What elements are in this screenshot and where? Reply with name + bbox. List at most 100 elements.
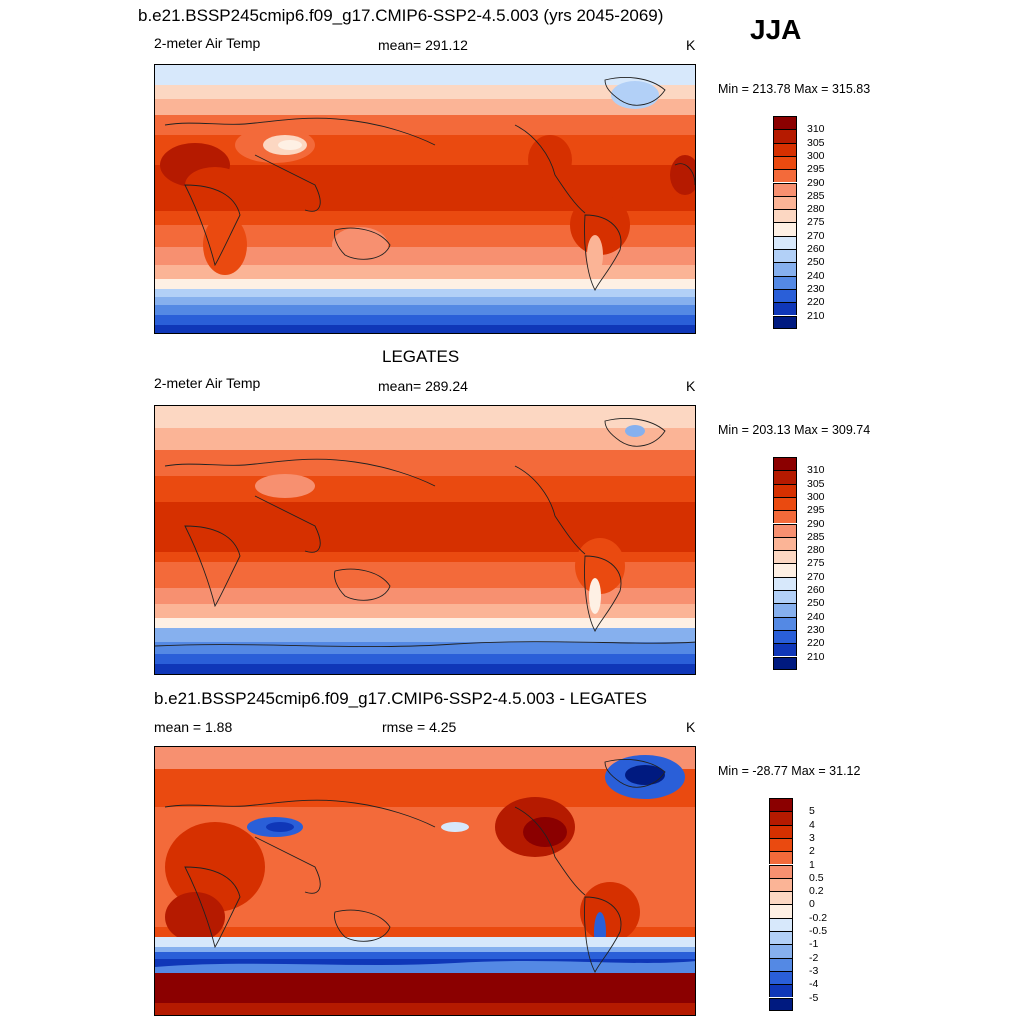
colorbar-tick-label: 5 [809,805,815,818]
colorbar-tick-label: 230 [807,623,825,636]
colorbar-swatch [773,603,797,617]
colorbar-swatch [773,470,797,484]
colorbar-swatch [773,510,797,524]
colorbar-tick-label: 290 [807,517,825,530]
colorbar-swatch [769,811,793,825]
colorbar-tick-label: 2 [809,845,815,858]
colorbar-tick-label: 240 [807,610,825,623]
colorbar-tick-label: 300 [807,490,825,503]
obs-temperature-map [154,405,696,675]
colorbar-swatch [769,904,793,918]
colorbar-swatch [773,182,797,196]
colorbar-swatch [769,997,793,1011]
colorbar-tick-label: -1 [809,938,819,951]
colorbar-swatch [773,116,797,130]
colorbar-swatch [773,315,797,329]
colorbar-swatch [769,798,793,812]
colorbar-tick-label: 0.2 [809,885,824,898]
obs-units-label: K [686,378,696,394]
model-variable-label: 2-meter Air Temp [154,35,261,51]
colorbar-swatch [773,629,797,644]
colorbar-swatch [769,957,793,971]
colorbar-swatch [773,616,797,630]
colorbar-swatch [773,457,797,471]
colorbar-swatch [773,142,797,156]
colorbar-swatch [773,129,797,143]
colorbar-tick-label: 310 [807,464,825,477]
diff-rmse-label: rmse = 4.25 [382,719,457,735]
colorbar-swatch [773,550,797,564]
colorbar-tick-label: 295 [807,163,825,176]
colorbar-swatch [773,483,797,497]
colorbar-swatch [773,222,797,236]
colorbar-tick-label: 220 [807,637,825,650]
colorbar-tick-label: 0 [809,898,815,911]
diff-temperature-map [154,746,696,1016]
colorbar-swatch [773,249,797,263]
colorbar-tick-label: 3 [809,831,815,844]
colorbar-swatch [769,851,793,865]
colorbar-tick-label: 300 [807,149,825,162]
colorbar-swatch [773,209,797,223]
colorbar-tick-label: 250 [807,256,825,269]
obs-minmax-label: Min = 203.13 Max = 309.74 [718,423,871,437]
obs-mean-label: mean= 289.24 [378,378,468,394]
colorbar-swatch [769,877,793,892]
diff-units-label: K [686,719,696,735]
model-units-label: K [686,37,696,53]
colorbar-swatch [773,169,797,183]
colorbar-swatch [773,195,797,210]
colorbar-tick-label: 295 [807,504,825,517]
colorbar-swatch [773,275,797,289]
colorbar-tick-label: 305 [807,136,825,149]
colorbar-swatch [773,523,797,537]
colorbar-tick-label: 260 [807,584,825,596]
colorbar-tick-label: 210 [807,309,825,322]
colorbar-tick-label: 0.5 [809,871,824,884]
colorbar-swatch [773,302,797,316]
colorbar-tick-label: 4 [809,818,815,831]
colorbar-swatch [773,262,797,276]
colorbar-tick-label: 275 [807,557,825,570]
colorbar-tick-label: 260 [807,243,825,255]
colorbar-swatch [773,235,797,249]
colorbar-swatch [773,536,797,551]
colorbar-tick-label: 285 [807,189,825,202]
colorbar-swatch [769,837,793,852]
colorbar-swatch [773,590,797,604]
colorbar-tick-label: 285 [807,530,825,543]
colorbar-tick-label: 240 [807,269,825,282]
colorbar-tick-label: 305 [807,477,825,490]
colorbar-tick-label: 280 [807,203,825,216]
model-minmax-label: Min = 213.78 Max = 315.83 [718,82,871,96]
colorbar-swatch [769,891,793,905]
colorbar-swatch [769,931,793,945]
model-mean-label: mean= 291.12 [378,37,468,53]
colorbar-tick-label: 270 [807,229,825,242]
colorbar-tick-label: 220 [807,296,825,309]
colorbar-swatch [769,970,793,985]
colorbar-swatch [773,643,797,657]
colorbar-tick-label: 270 [807,570,825,583]
colorbar-tick-label: 230 [807,282,825,295]
colorbar-swatch [769,917,793,931]
diff-mean-label: mean = 1.88 [154,719,233,735]
colorbar-swatch [773,155,797,170]
colorbar-swatch [773,563,797,577]
colorbar-tick-label: 290 [807,176,825,189]
colorbar-tick-label: 1 [809,858,815,871]
colorbar-swatch [769,824,793,838]
model-temperature-map [154,64,696,334]
season-label: JJA [750,14,802,45]
colorbar-swatch [773,496,797,511]
colorbar-swatch [773,656,797,670]
colorbar-tick-label: -2 [809,951,819,964]
colorbar-tick-label: -0.5 [809,925,828,937]
obs-panel-title: LEGATES [382,347,460,366]
colorbar-tick-label: -3 [809,964,819,977]
colorbar-tick-label: 250 [807,597,825,610]
model-panel-title: b.e21.BSSP245cmip6.f09_g17.CMIP6-SSP2-4.… [138,6,664,25]
colorbar-swatch [773,288,797,303]
colorbar-tick-label: 280 [807,544,825,557]
colorbar-tick-label: -5 [809,991,819,1004]
